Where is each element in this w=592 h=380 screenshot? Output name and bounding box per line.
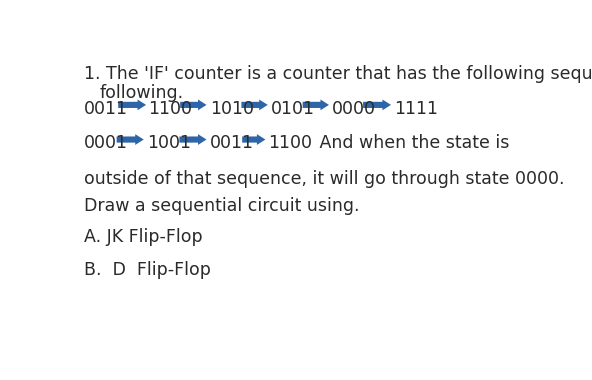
FancyArrow shape [179,134,207,145]
Text: 1100: 1100 [149,100,192,117]
FancyArrow shape [242,100,268,110]
FancyArrow shape [242,134,265,145]
Text: A. JK Flip-Flop: A. JK Flip-Flop [84,228,202,246]
Text: 0011: 0011 [84,100,128,117]
Text: Draw a sequential circuit using.: Draw a sequential circuit using. [84,197,359,215]
Text: 1010: 1010 [210,100,253,117]
FancyArrow shape [118,100,146,110]
Text: outside of that sequence, it will go through state 0000.: outside of that sequence, it will go thr… [84,170,565,188]
FancyArrow shape [363,100,391,110]
Text: 1. The 'IF' counter is a counter that has the following sequence :: 1. The 'IF' counter is a counter that ha… [84,65,592,83]
Text: 0101: 0101 [271,100,315,117]
FancyArrow shape [180,100,207,110]
Text: following.: following. [99,84,184,102]
Text: 1100: 1100 [268,134,312,152]
Text: B.  D  Flip-Flop: B. D Flip-Flop [84,261,211,279]
Text: 1111: 1111 [394,100,438,117]
Text: And when the state is: And when the state is [314,134,510,152]
Text: 0011: 0011 [210,134,253,152]
FancyArrow shape [117,134,144,145]
Text: 0001: 0001 [84,134,128,152]
Text: 1001: 1001 [147,134,191,152]
Text: 0000: 0000 [332,100,376,117]
FancyArrow shape [303,100,329,110]
